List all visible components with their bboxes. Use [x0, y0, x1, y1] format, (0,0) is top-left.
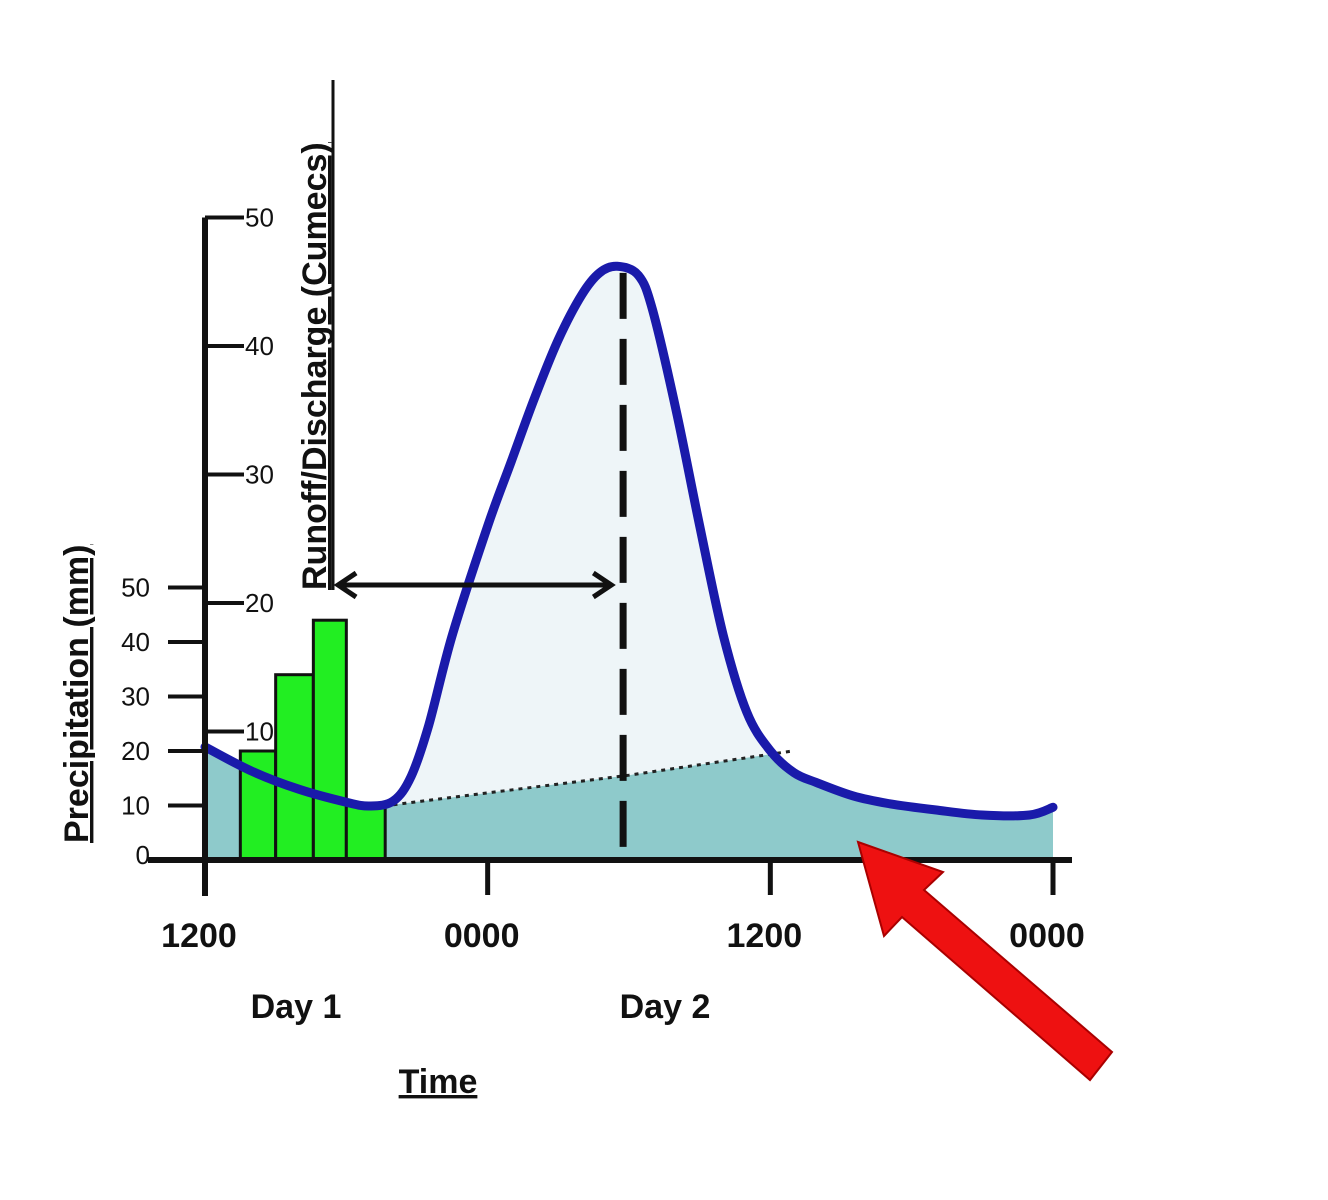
precip-tick-label: 10 [121, 791, 150, 821]
x-tick-label: 1200 [727, 917, 803, 955]
x-tick-label: 0000 [444, 917, 520, 955]
day-label: Day 2 [620, 988, 711, 1026]
precipitation-bar [344, 804, 387, 862]
precipitation-bar [274, 673, 315, 862]
hydrograph-line [200, 261, 1058, 821]
precipitation-axis-ticks: 0 10 20 30 40 50 [121, 573, 205, 870]
pointer-arrow-icon [856, 840, 1114, 1082]
precip-tick-label: 30 [121, 682, 150, 712]
x-axis-ticks: 1200 0000 1200 0000 [161, 860, 1085, 955]
day-labels: Day 1 Day 2 [251, 988, 711, 1026]
discharge-tick-label: 40 [245, 331, 274, 361]
x-tick-label: 1200 [161, 917, 237, 955]
baseflow-separation-line [393, 749, 795, 807]
x-tick-label: 0000 [1009, 917, 1085, 955]
baseflow-area [205, 746, 1053, 860]
precip-tick-label: 0 [136, 840, 150, 870]
precipitation-axis-title: Precipitation (mm) [58, 545, 96, 843]
precipitation-bars [238, 618, 387, 862]
precip-tick-label: 50 [121, 573, 150, 603]
discharge-tick-label: 50 [245, 203, 274, 233]
precip-tick-label: 20 [121, 736, 150, 766]
discharge-axis-ticks: 10 20 30 40 50 [205, 203, 274, 747]
precip-tick-label: 40 [121, 627, 150, 657]
precipitation-bar [311, 618, 348, 862]
lag-time-arrow [333, 570, 616, 600]
discharge-tick-label: 20 [245, 588, 274, 618]
quickflow-area [205, 266, 1053, 861]
discharge-tick-label: 10 [245, 717, 274, 747]
time-axis-title: Time [399, 1063, 478, 1101]
day-label: Day 1 [251, 988, 342, 1026]
discharge-tick-label: 30 [245, 460, 274, 490]
discharge-axis-title: Runoff/Discharge (Cumecs) [296, 142, 334, 590]
